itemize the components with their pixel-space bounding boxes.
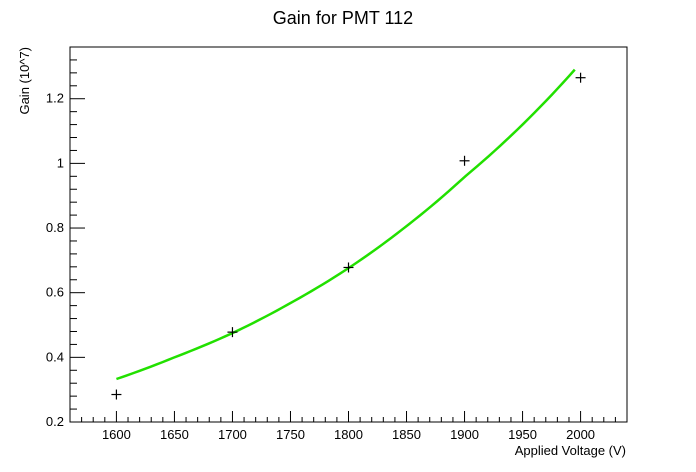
data-points-layer — [111, 72, 586, 400]
fit-curve-layer — [116, 68, 576, 381]
data-point-marker — [575, 72, 586, 83]
y-tick-label: 1 — [57, 155, 64, 170]
y-axis-title: Gain (10^7) — [17, 47, 32, 115]
x-tick-label: 1600 — [102, 427, 131, 442]
y-tick-label: 0.8 — [46, 220, 64, 235]
x-tick-label: 1750 — [276, 427, 305, 442]
y-tick-label: 0.6 — [46, 285, 64, 300]
data-point-marker — [459, 155, 470, 166]
x-tick-label: 1650 — [160, 427, 189, 442]
x-tick-label: 1850 — [392, 427, 421, 442]
x-tick-label: 1950 — [508, 427, 537, 442]
y-tick-label: 1.2 — [46, 91, 64, 106]
data-point-marker — [343, 262, 354, 273]
y-tick-label: 0.2 — [46, 414, 64, 429]
chart-title: Gain for PMT 112 — [273, 8, 413, 28]
x-tick-label: 1900 — [450, 427, 479, 442]
y-axis: 0.2 0.4 0.6 0.8 1 1.2 — [46, 46, 85, 429]
x-tick-label: 1700 — [218, 427, 247, 442]
x-tick-label: 1800 — [334, 427, 363, 442]
y-tick-label: 0.4 — [46, 349, 64, 364]
data-point-marker — [227, 327, 238, 338]
x-tick-label: 2000 — [566, 427, 595, 442]
data-point-marker — [111, 389, 122, 400]
fit-curve-line — [116, 68, 576, 381]
x-axis: 1600 1650 1700 1750 1800 1850 1900 1950 2000 — [69, 411, 628, 442]
x-axis-title: Applied Voltage (V) — [515, 443, 626, 458]
